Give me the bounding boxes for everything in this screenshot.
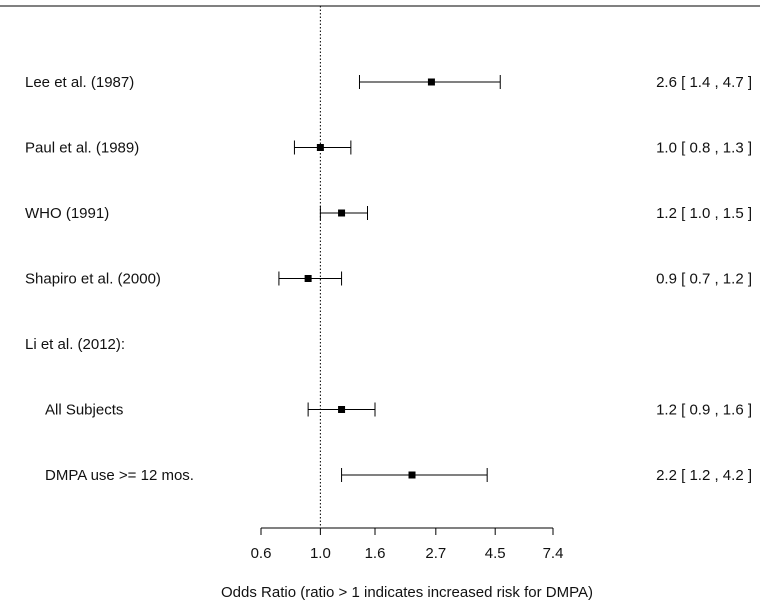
x-axis: 0.6 1.0 1.6 2.7 4.5 7.4 (251, 527, 564, 562)
x-tick-label: 7.4 (543, 545, 564, 562)
x-tick-label: 2.7 (425, 545, 446, 562)
ci-text: 0.9 [ 0.7 , 1.2 ] (656, 271, 752, 288)
point-estimate (316, 144, 324, 151)
ci-text: 1.0 [ 0.8 , 1.3 ] (656, 140, 752, 157)
point-estimate (427, 78, 435, 86)
x-tick-label: 1.6 (365, 545, 386, 562)
study-label: Paul et al. (1989) (25, 140, 139, 157)
x-tick-label: 4.5 (485, 545, 506, 562)
study-label: Shapiro et al. (2000) (25, 271, 161, 288)
point-estimate (338, 209, 346, 217)
x-axis-label: Odds Ratio (ratio > 1 indicates increase… (221, 584, 593, 601)
study-label: All Subjects (45, 402, 123, 419)
ci-text: 2.2 [ 1.2 , 4.2 ] (656, 467, 752, 484)
ci-text: 2.6 [ 1.4 , 4.7 ] (656, 74, 752, 91)
point-estimate (338, 406, 346, 413)
ci-text: 1.2 [ 0.9 , 1.6 ] (656, 402, 752, 419)
point-estimate (408, 471, 416, 479)
point-estimate (304, 275, 312, 282)
study-label: Li et al. (2012): (25, 336, 125, 353)
study-rows: Lee et al. (1987) 2.6 [ 1.4 , 4.7 ] Paul e… (25, 74, 752, 484)
study-label: WHO (1991) (25, 205, 109, 222)
ci-text: 1.2 [ 1.0 , 1.5 ] (656, 205, 752, 222)
x-tick-label: 1.0 (310, 545, 331, 562)
x-tick-label: 0.6 (251, 545, 272, 562)
study-label: Lee et al. (1987) (25, 74, 134, 91)
study-label: DMPA use >= 12 mos. (45, 467, 194, 484)
